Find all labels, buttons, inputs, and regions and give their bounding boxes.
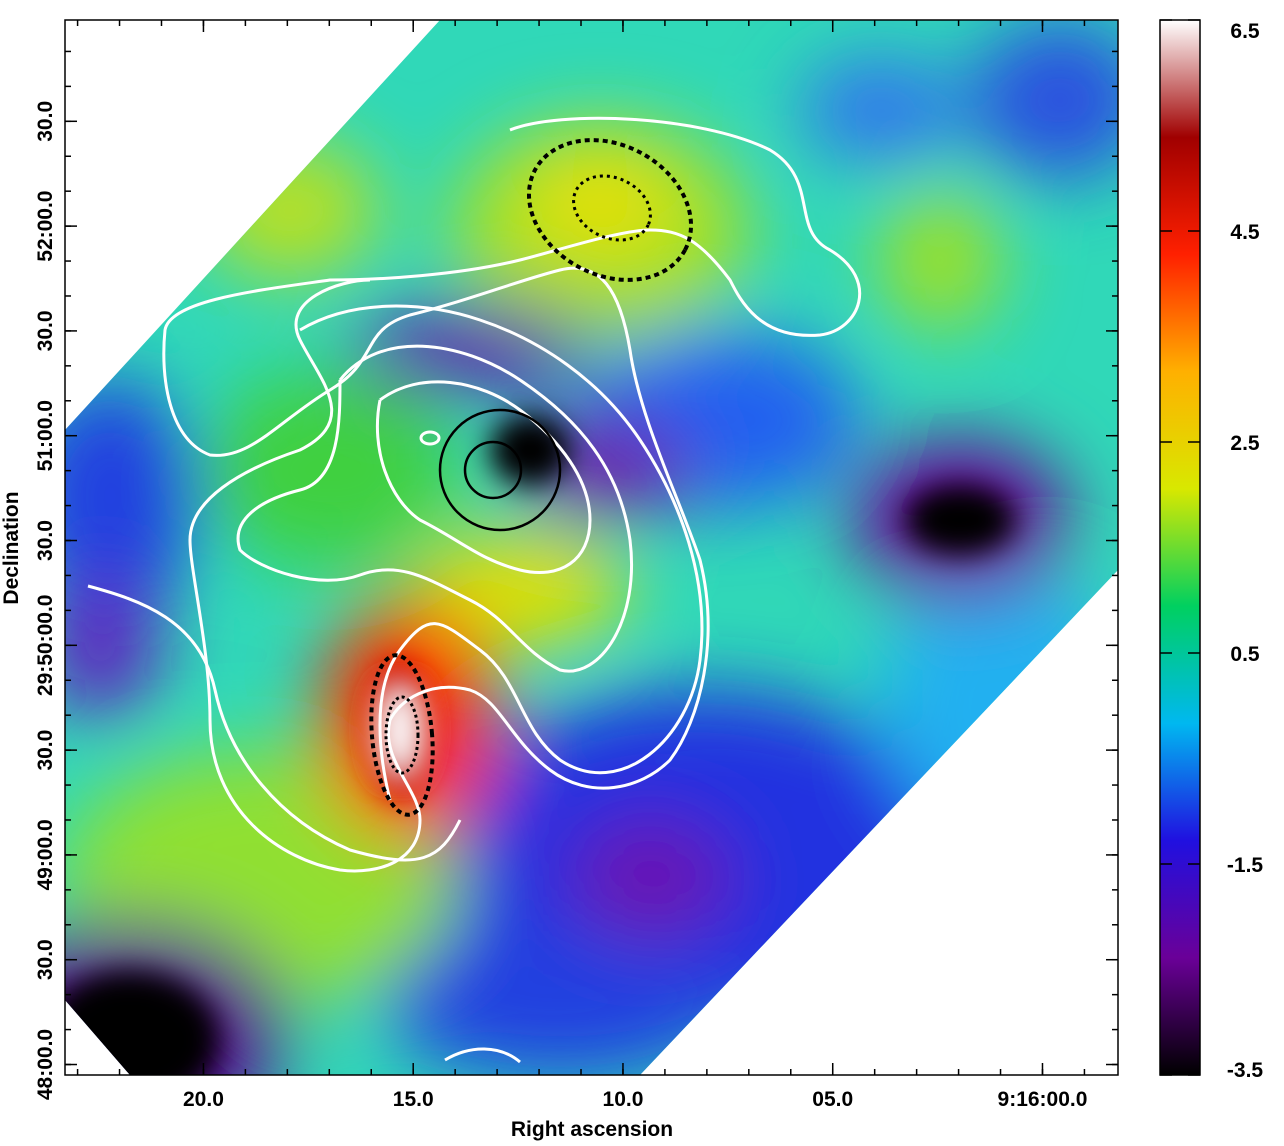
- colorbar-tick-label: 4.5: [1230, 221, 1260, 244]
- y-tick-label: 30.0: [34, 101, 57, 142]
- colorbar: [1159, 19, 1201, 1076]
- intensity-map: [65, 20, 1118, 1075]
- y-tick-label: 49:00.0: [34, 819, 57, 890]
- y-axis-label: Declination: [0, 491, 23, 604]
- y-tick-label: 30.0: [34, 310, 57, 351]
- contours: [87, 116, 861, 1064]
- colorbar-tick-label: 0.5: [1230, 643, 1260, 666]
- y-tick-label: 30.0: [34, 520, 57, 561]
- y-tick-label: 29:50:00.0: [34, 595, 57, 697]
- x-tick-label: 9:16:00.0: [998, 1088, 1088, 1111]
- x-tick-label: 20.0: [183, 1088, 224, 1111]
- x-axis-label: Right ascension: [511, 1118, 673, 1141]
- y-tick-label: 30.0: [34, 730, 57, 771]
- y-tick-label: 51:00.0: [34, 400, 57, 471]
- colorbar-tick-label: 2.5: [1230, 432, 1260, 455]
- y-tick-label: 52:00.0: [34, 190, 57, 261]
- circles: [438, 408, 562, 532]
- x-tick-label: 05.0: [812, 1088, 853, 1111]
- y-tick-label: 48:00.0: [34, 1029, 57, 1100]
- colorbar-tick-label: -1.5: [1227, 854, 1264, 877]
- colorbar-tick-label: -3.5: [1227, 1059, 1264, 1082]
- x-tick-label: 15.0: [393, 1088, 434, 1111]
- plot-frame: [64, 19, 1119, 1076]
- colorbar-tick-label: 6.5: [1230, 20, 1260, 43]
- y-tick-label: 30.0: [34, 939, 57, 980]
- x-tick-label: 10.0: [603, 1088, 644, 1111]
